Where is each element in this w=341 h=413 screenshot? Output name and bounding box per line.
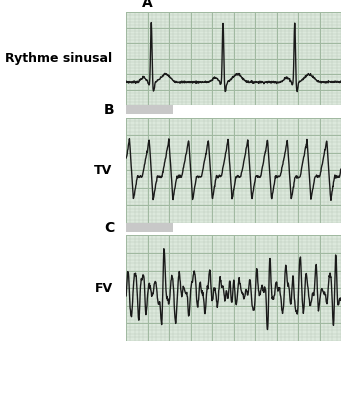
Text: Rythme sinusal: Rythme sinusal bbox=[5, 52, 113, 65]
Text: C: C bbox=[104, 221, 114, 235]
Text: FV: FV bbox=[94, 282, 113, 294]
Text: A: A bbox=[142, 0, 153, 10]
Text: TV: TV bbox=[94, 164, 113, 177]
Text: B: B bbox=[104, 103, 115, 117]
